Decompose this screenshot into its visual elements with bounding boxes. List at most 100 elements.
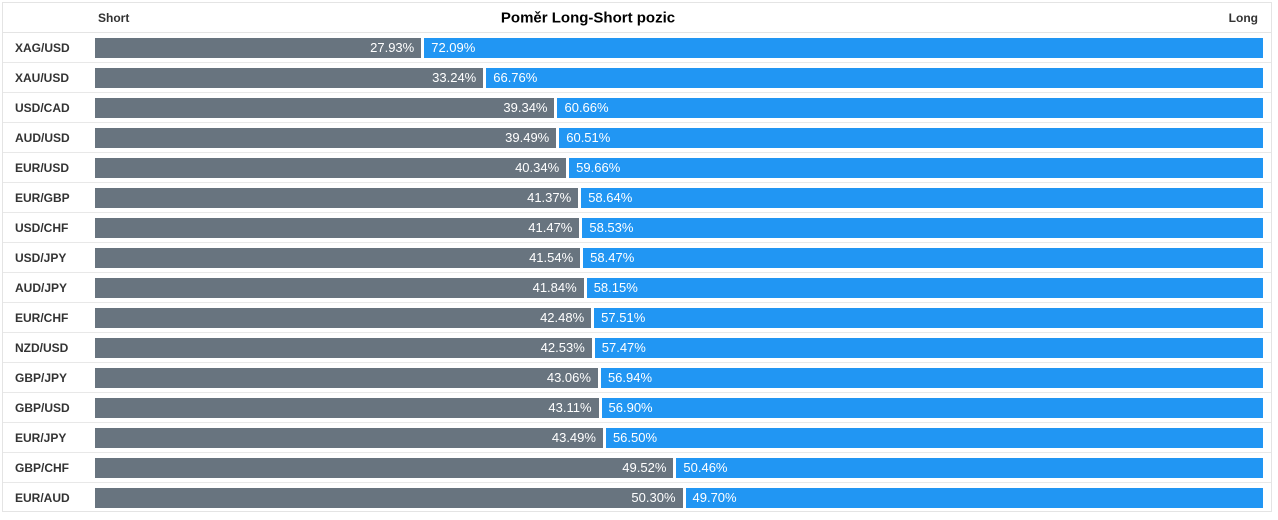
long-value-label: 58.53%: [589, 220, 634, 235]
chart-row: AUD/JPY 41.84% 58.15%: [3, 273, 1271, 303]
short-value-label: 42.48%: [540, 310, 585, 325]
long-bar: 58.64%: [581, 187, 1263, 208]
chart-title: Poměr Long-Short pozic: [500, 9, 676, 26]
long-value-label: 56.90%: [608, 400, 653, 415]
short-bar: 41.37%: [95, 187, 579, 208]
long-value-label: 72.09%: [431, 40, 476, 55]
short-value-label: 41.47%: [528, 220, 573, 235]
chart-row: EUR/JPY 43.49% 56.50%: [3, 423, 1271, 453]
chart-row: USD/CHF 41.47% 58.53%: [3, 213, 1271, 243]
long-bar: 57.47%: [594, 337, 1263, 358]
currency-pair-label: EUR/USD: [15, 160, 70, 175]
currency-pair-label: XAU/USD: [15, 70, 70, 85]
currency-pair-label: USD/JPY: [15, 250, 67, 265]
chart-row: GBP/CHF 49.52% 50.46%: [3, 453, 1271, 483]
short-bar: 43.11%: [95, 397, 599, 418]
long-bar: 59.66%: [569, 157, 1263, 178]
long-value-label: 58.64%: [588, 190, 633, 205]
short-axis-label: Short: [98, 10, 130, 25]
short-value-label: 49.52%: [622, 460, 667, 475]
currency-pair-label: USD/CAD: [15, 100, 70, 115]
currency-pair-label: GBP/USD: [15, 400, 70, 415]
chart-row: EUR/USD 40.34% 59.66%: [3, 153, 1271, 183]
short-value-label: 39.49%: [505, 130, 550, 145]
currency-pair-label: EUR/AUD: [15, 490, 70, 505]
currency-pair-label: XAG/USD: [15, 40, 70, 55]
chart-row: USD/CAD 39.34% 60.66%: [3, 93, 1271, 123]
currency-pair-label: EUR/CHF: [15, 310, 69, 325]
long-value-label: 59.66%: [576, 160, 621, 175]
bar-track: 39.49% 60.51%: [95, 127, 1263, 148]
short-value-label: 43.06%: [546, 370, 591, 385]
short-value-label: 27.93%: [370, 40, 415, 55]
long-value-label: 58.15%: [593, 280, 638, 295]
long-bar: 60.66%: [557, 97, 1263, 118]
currency-pair-label: AUD/JPY: [15, 280, 68, 295]
short-bar: 43.49%: [95, 427, 603, 448]
short-bar: 27.93%: [95, 37, 422, 58]
chart-row: USD/JPY 41.54% 58.47%: [3, 243, 1271, 273]
chart-row: EUR/GBP 41.37% 58.64%: [3, 183, 1271, 213]
bar-track: 43.06% 56.94%: [95, 367, 1263, 388]
chart-row: XAU/USD 33.24% 66.76%: [3, 63, 1271, 93]
short-bar: 40.34%: [95, 157, 567, 178]
bar-track: 41.47% 58.53%: [95, 217, 1263, 238]
chart-row: GBP/USD 43.11% 56.90%: [3, 393, 1271, 423]
bar-track: 49.52% 50.46%: [95, 457, 1263, 478]
long-bar: 58.53%: [582, 217, 1263, 238]
long-value-label: 58.47%: [590, 250, 635, 265]
short-value-label: 50.30%: [631, 490, 676, 505]
long-bar: 60.51%: [559, 127, 1263, 148]
long-bar: 58.15%: [586, 277, 1263, 298]
short-value-label: 41.84%: [532, 280, 577, 295]
bar-track: 41.84% 58.15%: [95, 277, 1263, 298]
currency-pair-label: GBP/JPY: [15, 370, 68, 385]
bar-track: 50.30% 49.70%: [95, 487, 1263, 508]
short-bar: 41.54%: [95, 247, 581, 268]
long-axis-label: Long: [1228, 10, 1258, 25]
long-bar: 56.90%: [601, 397, 1263, 418]
currency-pair-label: USD/CHF: [15, 220, 69, 235]
currency-pair-label: NZD/USD: [15, 340, 69, 355]
long-bar: 56.94%: [600, 367, 1263, 388]
short-bar: 41.47%: [95, 217, 580, 238]
bar-track: 43.11% 56.90%: [95, 397, 1263, 418]
short-bar: 50.30%: [95, 487, 683, 508]
chart-row: AUD/USD 39.49% 60.51%: [3, 123, 1271, 153]
short-bar: 39.49%: [95, 127, 557, 148]
short-bar: 42.53%: [95, 337, 592, 358]
chart-frame: Short Poměr Long-Short pozic Long XAG/US…: [2, 2, 1272, 512]
chart-row: EUR/CHF 42.48% 57.51%: [3, 303, 1271, 333]
long-value-label: 49.70%: [692, 490, 737, 505]
bar-track: 42.53% 57.47%: [95, 337, 1263, 358]
short-bar: 43.06%: [95, 367, 598, 388]
short-bar: 49.52%: [95, 457, 674, 478]
long-bar: 66.76%: [486, 67, 1263, 88]
short-bar: 42.48%: [95, 307, 592, 328]
long-bar: 56.50%: [605, 427, 1263, 448]
short-bar: 33.24%: [95, 67, 484, 88]
bar-track: 41.54% 58.47%: [95, 247, 1263, 268]
short-value-label: 41.54%: [529, 250, 574, 265]
bar-track: 40.34% 59.66%: [95, 157, 1263, 178]
long-bar: 50.46%: [676, 457, 1263, 478]
long-value-label: 57.51%: [601, 310, 646, 325]
long-value-label: 50.46%: [683, 460, 728, 475]
short-value-label: 33.24%: [432, 70, 477, 85]
long-bar: 58.47%: [583, 247, 1263, 268]
long-value-label: 56.50%: [612, 430, 658, 445]
bar-track: 39.34% 60.66%: [95, 97, 1263, 118]
chart-header: Short Poměr Long-Short pozic Long: [3, 3, 1271, 33]
currency-pair-label: EUR/JPY: [15, 430, 67, 445]
short-value-label: 39.34%: [503, 100, 548, 115]
currency-pair-label: AUD/USD: [15, 130, 70, 145]
chart-row: EUR/AUD 50.30% 49.70%: [3, 483, 1271, 512]
long-bar: 72.09%: [424, 37, 1263, 58]
bar-track: 42.48% 57.51%: [95, 307, 1263, 328]
long-value-label: 60.66%: [564, 100, 609, 115]
short-value-label: 41.37%: [527, 190, 572, 205]
bar-track: 43.49% 56.50%: [95, 427, 1263, 448]
short-bar: 39.34%: [95, 97, 555, 118]
short-bar: 41.84%: [95, 277, 584, 298]
